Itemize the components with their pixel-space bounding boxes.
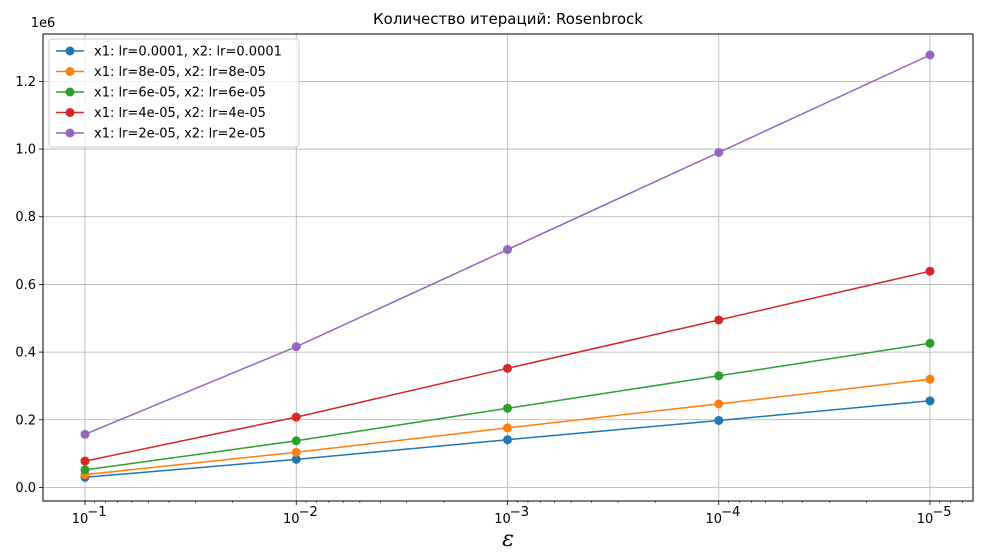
data-point — [503, 403, 512, 413]
data-point — [291, 447, 301, 457]
y-tick-label: 1.2 — [15, 75, 36, 90]
data-point — [80, 465, 90, 475]
y-tick-label: 0.6 — [15, 278, 36, 293]
x-tick-exponent: −4 — [721, 505, 740, 520]
y-tick-label: 0.8 — [15, 210, 36, 225]
data-point — [714, 147, 724, 157]
y-tick-label: 0.0 — [15, 481, 36, 496]
data-point — [714, 415, 724, 425]
y-tick-label: 1.0 — [15, 143, 36, 158]
x-tick-exponent: −1 — [87, 505, 106, 520]
data-point — [291, 436, 301, 446]
data-point — [503, 245, 512, 255]
legend-marker — [65, 108, 75, 117]
legend-box — [48, 38, 300, 148]
data-point — [925, 338, 935, 348]
data-point — [80, 456, 90, 466]
legend-label: x1: lr=6e-05, x2: lr=6e-05 — [94, 86, 266, 101]
x-tick-label: 10 — [917, 512, 934, 527]
y-offset-label: 1e6 — [31, 16, 56, 31]
series-layer — [80, 50, 935, 482]
data-point — [714, 399, 724, 409]
data-point — [291, 412, 301, 422]
legend-marker — [65, 128, 75, 138]
data-point — [925, 396, 935, 406]
data-point — [80, 429, 90, 439]
legend: x1: lr=0.0001, x2: lr=0.0001 x1: lr=8e-05… — [48, 38, 300, 148]
x-tick-label: 10 — [283, 512, 300, 527]
ticks: 0.00.20.40.60.81.01.210 −1 10 −2 10 −3 10 −4 10−… — [15, 75, 964, 527]
data-point — [714, 371, 724, 381]
legend-marker — [65, 46, 75, 56]
data-point — [925, 266, 935, 276]
data-point — [291, 454, 301, 464]
data-point — [925, 374, 935, 384]
y-tick-label: 0.4 — [15, 346, 36, 361]
x-axis-label: ε — [502, 527, 514, 552]
x-tick-exponent: −3 — [510, 505, 529, 520]
data-point — [503, 423, 512, 433]
x-tick-label: 10 — [705, 512, 722, 527]
data-point — [291, 342, 301, 352]
data-point — [503, 363, 512, 373]
legend-marker — [65, 87, 75, 97]
x-tick-label: 10 — [72, 512, 89, 527]
data-point — [925, 50, 935, 60]
legend-label: x1: lr=2e-05, x2: lr=2e-05 — [94, 127, 266, 142]
axes-frame — [42, 33, 974, 502]
x-tick-exponent: −5 — [932, 505, 951, 520]
x-tick-label: 10 — [494, 512, 511, 527]
legend-label: x1: lr=4e-05, x2: lr=4e-05 — [94, 106, 266, 121]
data-point — [503, 435, 512, 445]
legend-label: x1: lr=8e-05, x2: lr=8e-05 — [94, 65, 266, 80]
legend-label: x1: lr=0.0001, x2: lr=0.0001 — [94, 45, 282, 60]
legend-marker — [65, 67, 75, 76]
data-point — [714, 315, 724, 325]
chart-title: Количество итераций: Rosenbrock — [373, 10, 643, 28]
y-tick-label: 0.2 — [15, 413, 36, 428]
x-tick-exponent: −2 — [299, 505, 318, 520]
